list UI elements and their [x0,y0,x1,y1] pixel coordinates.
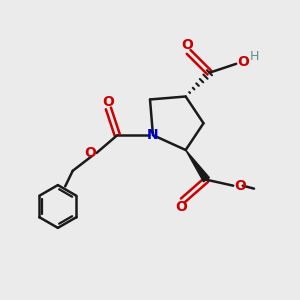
Text: N: N [147,128,159,142]
Text: O: O [234,179,246,193]
Text: O: O [102,95,114,109]
Text: O: O [84,146,96,160]
Polygon shape [186,150,209,182]
Text: O: O [181,38,193,52]
Text: O: O [175,200,187,214]
Text: O: O [237,55,249,69]
Text: H: H [249,50,259,63]
